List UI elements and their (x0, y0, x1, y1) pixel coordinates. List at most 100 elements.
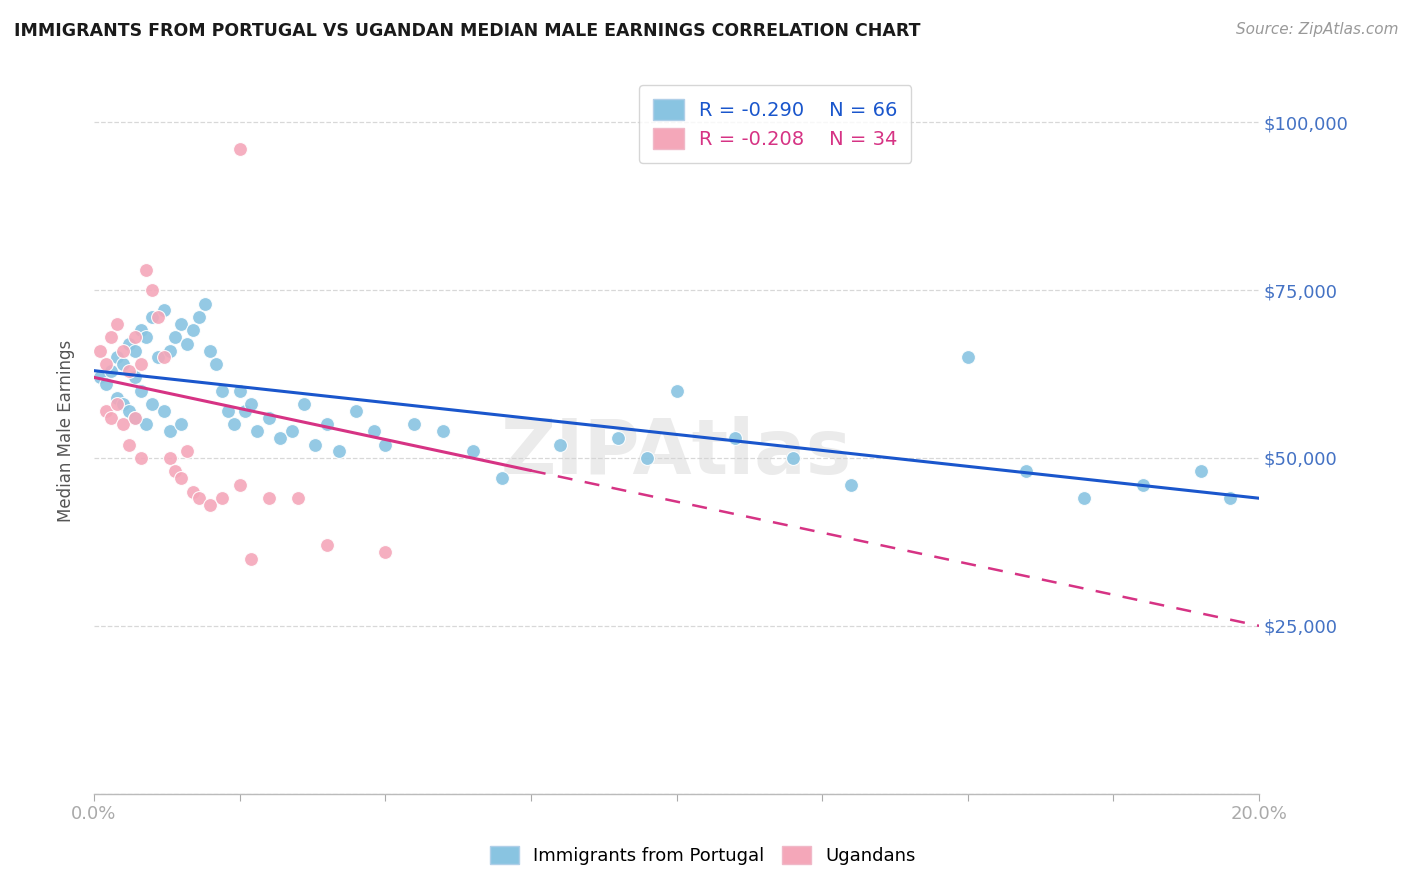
Point (211, 491, 233, 506)
Point (374, 545, 396, 559)
Point (129, 323, 152, 337)
Point (124, 343, 146, 358)
Point (159, 450, 181, 465)
Point (1073, 491, 1095, 506)
Point (205, 357, 228, 371)
Point (257, 491, 280, 506)
Point (141, 283, 163, 297)
Point (281, 424, 304, 438)
Point (112, 397, 135, 411)
Point (491, 471, 513, 485)
Point (181, 323, 204, 337)
Point (118, 437, 141, 451)
Point (159, 424, 181, 438)
Point (100, 364, 122, 378)
Point (129, 357, 152, 371)
Point (118, 336, 141, 351)
Point (105, 391, 128, 405)
Point (839, 478, 862, 492)
Point (146, 350, 169, 364)
Point (432, 424, 454, 438)
Point (118, 404, 141, 418)
Point (316, 538, 339, 552)
Point (461, 444, 484, 458)
Point (1015, 464, 1038, 478)
Point (187, 491, 209, 506)
Point (287, 491, 309, 506)
Point (344, 404, 367, 418)
Legend: R = -0.290    N = 66, R = -0.208    N = 34: R = -0.290 N = 66, R = -0.208 N = 34 (640, 86, 911, 163)
Point (153, 404, 176, 418)
Point (124, 370, 146, 384)
Point (228, 142, 250, 156)
Point (363, 424, 385, 438)
Legend: Immigrants from Portugal, Ugandans: Immigrants from Portugal, Ugandans (481, 837, 925, 874)
Point (170, 471, 193, 485)
Point (316, 417, 339, 432)
Point (153, 350, 176, 364)
Point (1219, 491, 1241, 506)
Point (135, 330, 157, 344)
Point (112, 343, 135, 358)
Point (176, 444, 198, 458)
Point (153, 303, 176, 318)
Point (181, 484, 204, 499)
Y-axis label: Median Male Earnings: Median Male Earnings (58, 340, 75, 522)
Point (782, 450, 804, 465)
Point (94, 357, 117, 371)
Point (269, 431, 291, 445)
Point (240, 551, 263, 566)
Point (100, 330, 122, 344)
Point (724, 431, 747, 445)
Point (176, 336, 198, 351)
Point (194, 296, 217, 310)
Point (112, 357, 135, 371)
Point (304, 437, 326, 451)
Point (129, 450, 152, 465)
Point (89, 343, 111, 358)
Text: IMMIGRANTS FROM PORTUGAL VS UGANDAN MEDIAN MALE EARNINGS CORRELATION CHART: IMMIGRANTS FROM PORTUGAL VS UGANDAN MEDI… (14, 22, 921, 40)
Point (548, 437, 571, 451)
Point (404, 417, 426, 432)
Point (135, 263, 157, 277)
Point (89, 370, 111, 384)
Point (165, 464, 187, 478)
Point (374, 437, 396, 451)
Point (257, 410, 280, 425)
Point (1189, 464, 1212, 478)
Point (105, 350, 128, 364)
Point (129, 384, 152, 398)
Point (165, 330, 187, 344)
Point (200, 343, 222, 358)
Point (1132, 478, 1154, 492)
Point (118, 364, 141, 378)
Point (240, 397, 263, 411)
Point (105, 317, 128, 331)
Point (94, 377, 117, 392)
Point (141, 397, 163, 411)
Point (146, 310, 169, 324)
Point (170, 417, 193, 432)
Point (124, 410, 146, 425)
Point (187, 310, 209, 324)
Point (124, 410, 146, 425)
Point (636, 450, 658, 465)
Point (200, 498, 222, 512)
Point (159, 343, 181, 358)
Text: Source: ZipAtlas.com: Source: ZipAtlas.com (1236, 22, 1399, 37)
Point (228, 384, 250, 398)
Point (100, 410, 122, 425)
Point (94, 404, 117, 418)
Point (105, 397, 128, 411)
Point (124, 330, 146, 344)
Point (211, 384, 233, 398)
Point (141, 310, 163, 324)
Point (135, 417, 157, 432)
Point (222, 417, 245, 432)
Text: ZIPAtlas: ZIPAtlas (501, 416, 852, 490)
Point (170, 317, 193, 331)
Point (956, 350, 979, 364)
Point (235, 404, 257, 418)
Point (292, 397, 315, 411)
Point (665, 384, 688, 398)
